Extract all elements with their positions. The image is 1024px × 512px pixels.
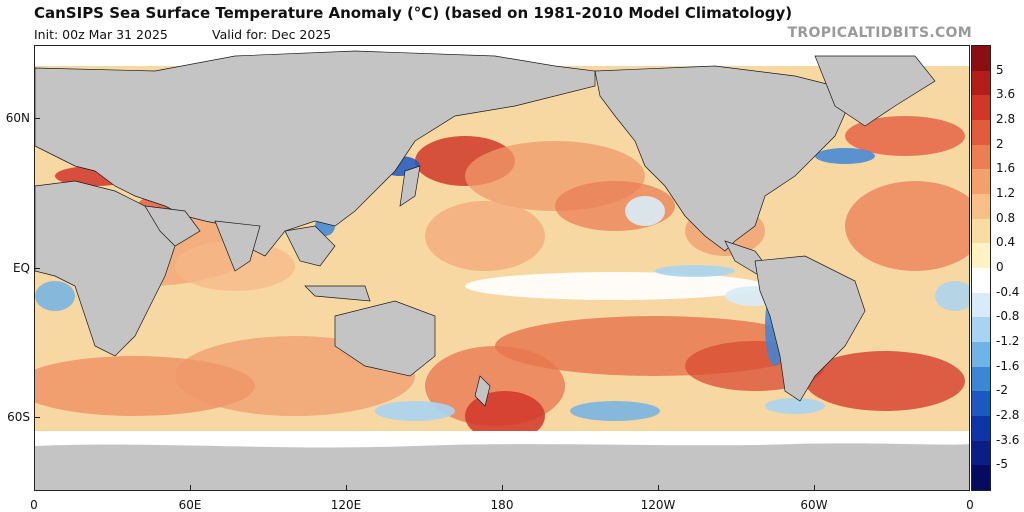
colorbar-label: 0.4: [996, 235, 1016, 250]
lon-label-120e: 120E: [330, 498, 362, 512]
colorbar-segment: [972, 120, 990, 146]
sst-anomaly-map: [34, 45, 970, 491]
australia-land: [334, 300, 436, 377]
colorbar-segment: [972, 268, 990, 294]
greenland-land: [814, 55, 936, 127]
lon-label-60w: 60W: [800, 498, 828, 512]
india-land: [214, 220, 261, 272]
colorbar-segment: [972, 95, 990, 121]
africa-land: [35, 180, 176, 357]
colorbar-label: 1.2: [996, 186, 1016, 200]
se-asia-land: [284, 225, 336, 267]
new-zealand-land: [474, 375, 491, 407]
colorbar-segment: [972, 440, 990, 466]
colorbar-segment: [972, 169, 990, 195]
colorbar-segment: [972, 317, 990, 343]
colorbar-label: 0.8: [996, 210, 1016, 225]
lon-tick-60e: [190, 485, 191, 491]
south-america-land: [754, 255, 866, 402]
colorbar-segment: [972, 46, 990, 72]
colorbar-segment: [972, 70, 990, 96]
indonesia-land: [304, 285, 371, 302]
colorbar: [971, 45, 991, 491]
lon-tick-60w: [814, 485, 815, 491]
lon-tick-180: [502, 485, 503, 491]
valid-time: Valid for: Dec 2025: [212, 27, 332, 42]
colorbar-label: 5: [996, 62, 1004, 77]
colorbar-label: -5: [996, 457, 1008, 472]
colorbar-label: -1.2: [996, 334, 1020, 348]
colorbar-segment: [972, 342, 990, 368]
lat-label-60n: 60N: [5, 111, 30, 125]
colorbar-label: 2: [996, 136, 1004, 151]
colorbar-segment: [972, 366, 990, 392]
lon-label-0-east: 0: [966, 498, 974, 512]
warm-anomalies: [35, 81, 969, 441]
init-time: Init: 00z Mar 31 2025: [34, 27, 168, 42]
lon-label-120w: 120W: [640, 498, 676, 512]
colorbar-label: 3.6: [996, 87, 1016, 102]
lon-tick-120w: [658, 485, 659, 491]
colorbar-segment: [972, 243, 990, 269]
lon-tick-0-east: [969, 485, 970, 491]
lat-label-60s: 60S: [7, 410, 30, 424]
colorbar-segment: [972, 292, 990, 318]
colorbar-label: 2.8: [996, 112, 1016, 126]
colorbar-label: -2: [996, 383, 1008, 398]
continents: [35, 50, 936, 407]
colorbar-label: -0.4: [996, 284, 1020, 299]
colorbar-segment: [972, 218, 990, 244]
lon-tick-120e: [346, 485, 347, 491]
colorbar-segment: [972, 391, 990, 417]
lon-tick-0: [34, 485, 35, 491]
japan-land: [399, 165, 421, 207]
antarctica-land: [35, 443, 969, 490]
colorbar-segment: [972, 416, 990, 442]
colorbar-label: -3.6: [996, 432, 1020, 447]
lon-label-0: 0: [30, 498, 38, 512]
colorbar-label: -1.6: [996, 358, 1020, 373]
colorbar-label: 1.6: [996, 161, 1016, 176]
lon-label-180: 180: [490, 498, 514, 512]
lat-tick-60s: [34, 417, 40, 418]
colorbar-segment: [972, 465, 990, 491]
lat-tick-eq: [34, 268, 40, 269]
colorbar-segment: [972, 144, 990, 170]
map-title: CanSIPS Sea Surface Temperature Anomaly …: [34, 4, 793, 22]
eurasia-land: [35, 50, 596, 257]
colorbar-label: -0.8: [996, 309, 1020, 324]
colorbar-label: -2.8: [996, 408, 1020, 422]
arabia-land: [144, 205, 201, 247]
map-canvas: [35, 46, 969, 490]
lat-label-eq: EQ: [12, 261, 30, 275]
colorbar-label: 0: [996, 260, 1004, 274]
colorbar-segment: [972, 194, 990, 220]
site-watermark: TROPICALTIDBITS.COM: [787, 25, 972, 41]
lon-label-60e: 60E: [178, 498, 202, 512]
lat-tick-60n: [34, 118, 40, 119]
